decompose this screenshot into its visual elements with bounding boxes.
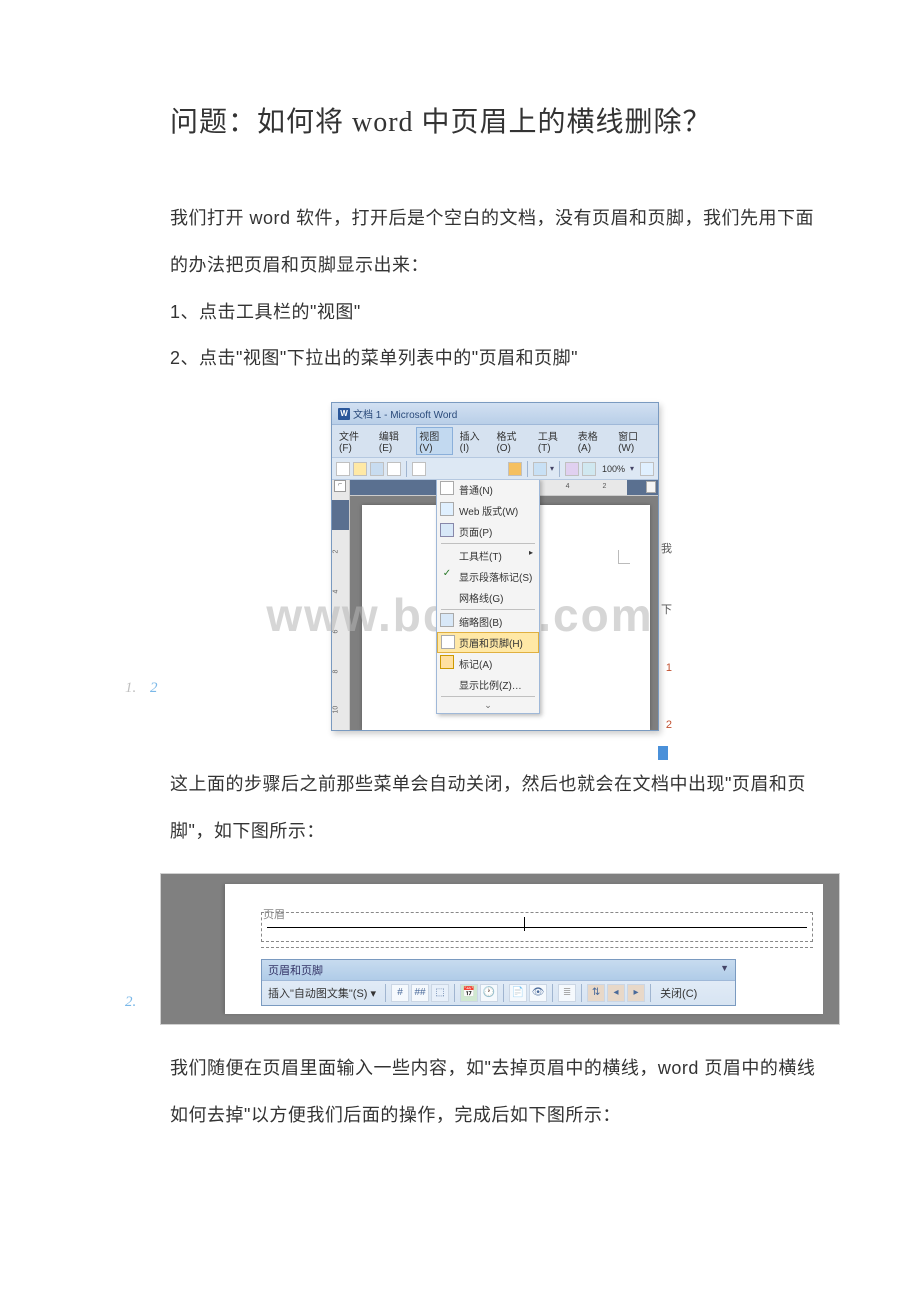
- page-area: 页眉 页眉和页脚 ▼ 插入"自动图文集"(S) ▾ # ## ⬚: [225, 884, 823, 1014]
- thumbnails-icon: [440, 613, 454, 627]
- menu-separator: [441, 543, 535, 544]
- next-icon[interactable]: ▸: [627, 984, 645, 1002]
- checkmark-icon: ✓: [440, 568, 454, 582]
- view-show-markup[interactable]: ✓ 显示段落标记(S): [437, 566, 539, 587]
- view-markup[interactable]: 标记(A): [437, 653, 539, 674]
- view-page[interactable]: 页面(P): [437, 521, 539, 542]
- date-icon[interactable]: 📅: [460, 984, 478, 1002]
- word-titlebar: W 文档 1 - Microsoft Word: [332, 403, 658, 425]
- word-title: 文档 1 - Microsoft Word: [353, 406, 457, 421]
- toolbar-title: 页眉和页脚 ▼: [262, 960, 735, 981]
- same-as-prev-icon[interactable]: ≣: [558, 984, 576, 1002]
- header-footer-icon: [441, 635, 455, 649]
- switch-icon[interactable]: ⇅: [587, 984, 605, 1002]
- show-hide-icon[interactable]: 👁: [529, 984, 547, 1002]
- menu-view[interactable]: 视图(V): [416, 427, 452, 455]
- toolbar-separator: [503, 984, 504, 1002]
- step-number-1: 1. 2: [125, 680, 158, 697]
- markup-icon: [440, 655, 454, 669]
- prev-icon[interactable]: ◂: [607, 984, 625, 1002]
- view-gridlines[interactable]: 网格线(G): [437, 587, 539, 608]
- intro-paragraph: 我们打开 word 软件，打开后是个空白的文档，没有页眉和页脚，我们先用下面的办…: [170, 195, 820, 289]
- format-page-icon[interactable]: ⬚: [431, 984, 449, 1002]
- toolbar-separator: [581, 984, 582, 1002]
- toolbar-separator: [552, 984, 553, 1002]
- menu-separator: [441, 609, 535, 610]
- help-icon[interactable]: [640, 462, 654, 476]
- total-pages-icon[interactable]: ##: [411, 984, 429, 1002]
- toolbar-separator: [385, 984, 386, 1002]
- ruler-origin-icon: ⌐: [334, 480, 346, 492]
- save-icon[interactable]: [370, 462, 384, 476]
- document-area: 8 6 4 2 普通(N): [350, 480, 658, 730]
- view-zoom[interactable]: 显示比例(Z)…: [437, 674, 539, 695]
- web-view-icon: [440, 502, 454, 516]
- menu-window[interactable]: 窗口(W): [615, 427, 654, 455]
- word-screenshot-view-menu: W 文档 1 - Microsoft Word 文件(F) 编辑(E) 视图(V…: [331, 402, 659, 731]
- text-cursor: [524, 917, 525, 931]
- paragraph-3: 我们随便在页眉里面输入一些内容，如"去掉页眉中的横线，word 页眉中的横线如何…: [170, 1045, 820, 1139]
- open-icon[interactable]: [353, 462, 367, 476]
- toolbar-dropdown-icon[interactable]: ▼: [720, 963, 729, 973]
- page-corner-mark: [618, 550, 630, 564]
- toolbar-separator: [527, 461, 528, 477]
- right-margin-text: 我 下 1 2: [658, 540, 672, 805]
- preview-icon[interactable]: [412, 462, 426, 476]
- toolbar-separator: [454, 984, 455, 1002]
- menu-table[interactable]: 表格(A): [575, 427, 611, 455]
- view-normal[interactable]: 普通(N): [437, 480, 539, 500]
- zoom-value[interactable]: 100%: [602, 464, 625, 474]
- page-title: 问题：如何将 word 中页眉上的横线删除？: [170, 100, 820, 140]
- new-doc-icon[interactable]: [336, 462, 350, 476]
- lower-dash-line: [261, 947, 813, 948]
- view-dropdown-menu: 普通(N) Web 版式(W) 页面(P) 工具栏(T): [436, 480, 540, 714]
- menu-separator: [441, 696, 535, 697]
- brush-icon[interactable]: [508, 462, 522, 476]
- word-toolbar: ▾ 100% ▾: [332, 458, 658, 480]
- submenu-arrow-icon: ▸: [529, 548, 533, 557]
- page-setup-icon[interactable]: 📄: [509, 984, 527, 1002]
- toolbar-row: 插入"自动图文集"(S) ▾ # ## ⬚ 📅 🕐 📄 👁 ≣: [262, 981, 735, 1005]
- view-toolbars[interactable]: 工具栏(T) ▸: [437, 545, 539, 566]
- menu-expand-icon[interactable]: ⌄: [437, 698, 539, 713]
- header-footer-toolbar: 页眉和页脚 ▼ 插入"自动图文集"(S) ▾ # ## ⬚ 📅 🕐 📄: [261, 959, 736, 1006]
- toolbar-separator: [559, 461, 560, 477]
- menu-tools[interactable]: 工具(T): [535, 427, 571, 455]
- toolbar-separator: [650, 984, 651, 1002]
- menu-insert[interactable]: 插入(I): [457, 427, 490, 455]
- autotext-button[interactable]: 插入"自动图文集"(S) ▾: [268, 985, 376, 1001]
- page-view-icon: [440, 523, 454, 537]
- step-number-2: 2.: [125, 994, 136, 1011]
- header-underline: [267, 927, 807, 928]
- word-app-icon: W: [338, 408, 350, 420]
- step-1: 1、点击工具栏的"视图": [170, 289, 820, 336]
- ruler-end-icon: [646, 481, 656, 493]
- menu-format[interactable]: 格式(O): [493, 427, 530, 455]
- link-icon[interactable]: [565, 462, 579, 476]
- view-thumbnails[interactable]: 缩略图(B): [437, 611, 539, 632]
- close-button[interactable]: 关闭(C): [660, 985, 697, 1001]
- step-2: 2、点击"视图"下拉出的菜单列表中的"页眉和页脚": [170, 335, 820, 382]
- undo-icon[interactable]: [533, 462, 547, 476]
- word-screenshot-header-editing: 页眉 页眉和页脚 ▼ 插入"自动图文集"(S) ▾ # ## ⬚: [160, 873, 840, 1025]
- normal-view-icon: [440, 481, 454, 495]
- word-menubar: 文件(F) 编辑(E) 视图(V) 插入(I) 格式(O) 工具(T) 表格(A…: [332, 425, 658, 458]
- scroll-thumb-icon: [658, 746, 668, 760]
- view-header-footer[interactable]: 页眉和页脚(H): [437, 632, 539, 653]
- vertical-ruler: ⌐ 2 4 6 8 10: [332, 480, 350, 730]
- menu-file[interactable]: 文件(F): [336, 427, 372, 455]
- read-icon[interactable]: [582, 462, 596, 476]
- toolbar-separator: [406, 461, 407, 477]
- undo-dropdown-icon[interactable]: ▾: [550, 464, 554, 473]
- print-icon[interactable]: [387, 462, 401, 476]
- paragraph-2: 这上面的步骤后之前那些菜单会自动关闭，然后也就会在文档中出现"页眉和页脚"，如下…: [170, 761, 820, 855]
- view-web[interactable]: Web 版式(W): [437, 500, 539, 521]
- menu-edit[interactable]: 编辑(E): [376, 427, 412, 455]
- page-number-icon[interactable]: #: [391, 984, 409, 1002]
- time-icon[interactable]: 🕐: [480, 984, 498, 1002]
- zoom-dropdown-icon[interactable]: ▾: [630, 464, 634, 473]
